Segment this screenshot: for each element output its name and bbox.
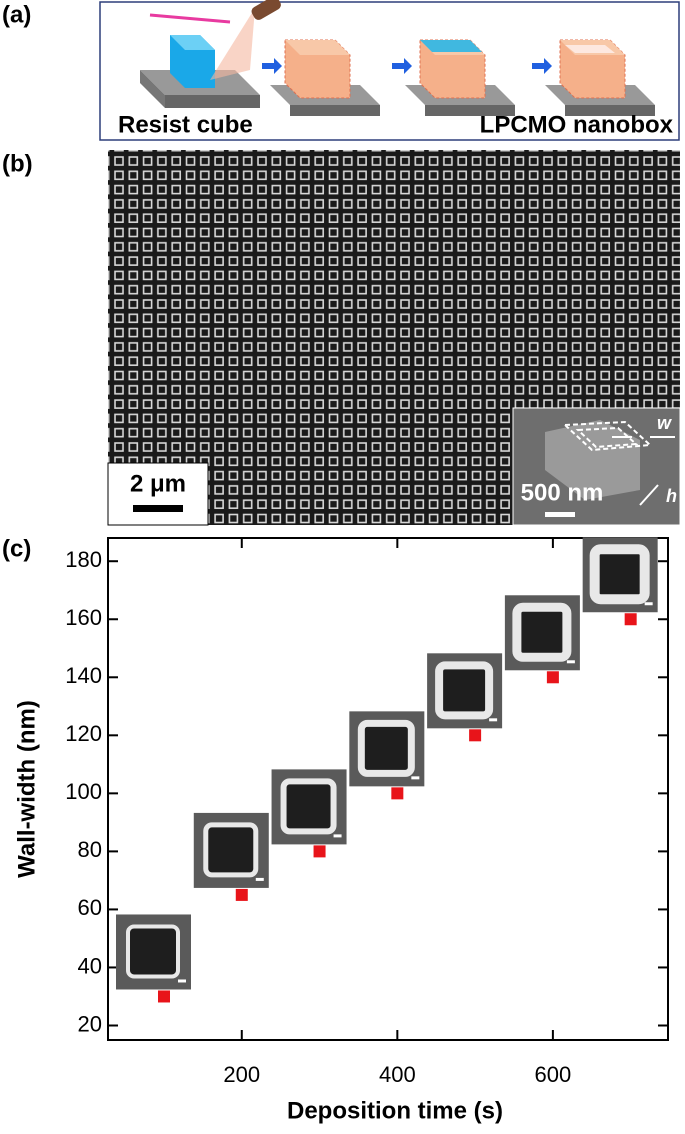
- sem-inset-ring: [203, 822, 259, 878]
- sem-inset-ring: [435, 661, 494, 720]
- y-tick-label: 20: [78, 1011, 102, 1036]
- y-tick-label: 140: [65, 663, 102, 688]
- y-tick-label: 160: [65, 605, 102, 630]
- sem-scale: [489, 718, 498, 722]
- sem-scale: [255, 877, 264, 881]
- x-tick-label: 200: [223, 1062, 260, 1087]
- inset-outline: [562, 420, 653, 452]
- x-tick-label: 400: [379, 1062, 416, 1087]
- point: [469, 729, 482, 742]
- y-tick-label: 100: [65, 779, 102, 804]
- inset-label: h: [666, 486, 677, 506]
- sem-inset-ring: [280, 778, 337, 835]
- point: [624, 613, 637, 626]
- sem-scale: [644, 602, 653, 606]
- point: [391, 787, 404, 800]
- point: [235, 888, 248, 901]
- y-tick-label: 40: [78, 953, 102, 978]
- sem-inset-ring: [126, 924, 180, 979]
- y-tick-label: 80: [78, 837, 102, 862]
- panel-label: (a): [2, 1, 31, 28]
- inset-scale-label: 500 nm: [521, 479, 604, 506]
- scale-bar: [133, 505, 183, 512]
- scale-box: [107, 462, 209, 526]
- sem-scale: [178, 979, 186, 983]
- inset-arrow: [639, 484, 659, 506]
- sem-scale: [411, 776, 420, 780]
- inset-scale-bar: [545, 512, 575, 517]
- sem-scale: [333, 834, 342, 838]
- x-tick-label: 600: [535, 1062, 572, 1087]
- point: [546, 671, 559, 684]
- plot-frame: [107, 537, 669, 1041]
- panel-label: (c): [2, 535, 31, 562]
- caption: Resist cube: [118, 111, 253, 138]
- sem-inset-ring: [512, 602, 572, 662]
- caption: LPCMO nanobox: [480, 111, 674, 138]
- inset-label: w: [657, 413, 672, 433]
- sem-inset-ring: [589, 544, 650, 605]
- y-tick-label: 120: [65, 721, 102, 746]
- sem-inset-ring: [357, 719, 415, 777]
- schematic: [140, 0, 656, 117]
- inset-box: [545, 420, 640, 500]
- y-tick-label: 60: [78, 895, 102, 920]
- inset-outline: [575, 426, 639, 449]
- panel-label: (b): [2, 150, 33, 177]
- point: [313, 845, 326, 858]
- y-tick-label: 180: [65, 547, 102, 572]
- point: [158, 990, 170, 1003]
- y-axis-title: Wall-width (nm): [13, 700, 40, 878]
- scale-label: 2 μm: [130, 470, 186, 497]
- sem-scale: [566, 660, 575, 664]
- x-axis-title: Deposition time (s): [287, 1097, 503, 1124]
